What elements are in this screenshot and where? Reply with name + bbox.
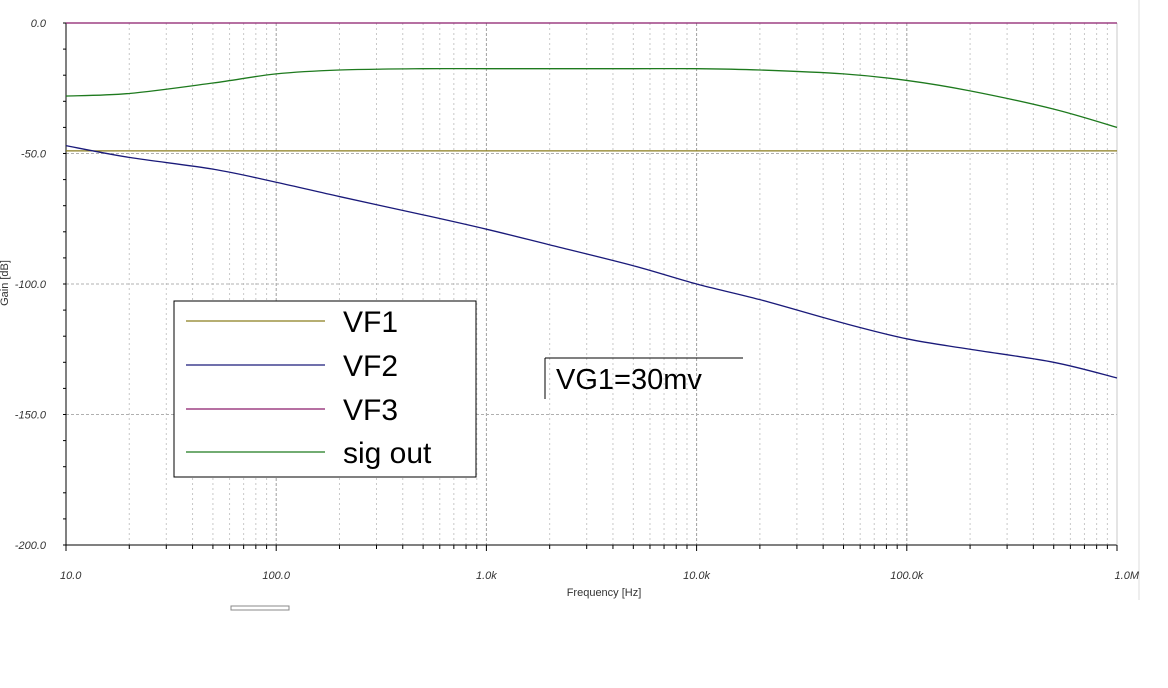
x-tick-label: 1.0k [476,570,497,582]
scroll-stub [230,605,290,611]
y-tick-label: -50.0 [21,149,47,161]
legend-box [173,300,477,478]
y-tick-label: -200.0 [15,540,47,552]
y-tick-label: 0.0 [31,18,47,30]
legend-label-vf3: VF3 [343,394,398,427]
annotation-text: VG1=30mv [556,364,702,396]
y-axis-title: Gain [dB] [0,260,11,306]
x-tick-label: 10.0k [683,570,710,582]
x-tick-label: 100.0 [262,570,290,582]
y-tick-label: -150.0 [15,410,47,422]
legend-label-vf2: VF2 [343,350,398,383]
axis-ticks: 0.0 -50.0 -100.0 -150.0 -200.0 10.0 100.0 1.0k 1… [15,18,1140,582]
legend: VF1 VF2 VF3 sig out [173,300,477,478]
x-axis-title: Frequency [Hz] [567,587,642,599]
series-line-vf2 [65,145,1118,379]
plot-frame [65,0,1140,600]
y-tick-label: -100.0 [15,279,47,291]
series-line-sig-out [65,67,1118,129]
legend-label-vf1: VF1 [343,306,398,339]
x-tick-label: 1.0M [1115,570,1140,582]
x-tick-label: 100.0k [890,570,924,582]
legend-label-sig-out: sig out [343,437,432,470]
x-tick-label: 10.0 [60,570,82,582]
series-lines [65,22,1118,379]
annotation-vg1: VG1=30mv [544,357,743,399]
